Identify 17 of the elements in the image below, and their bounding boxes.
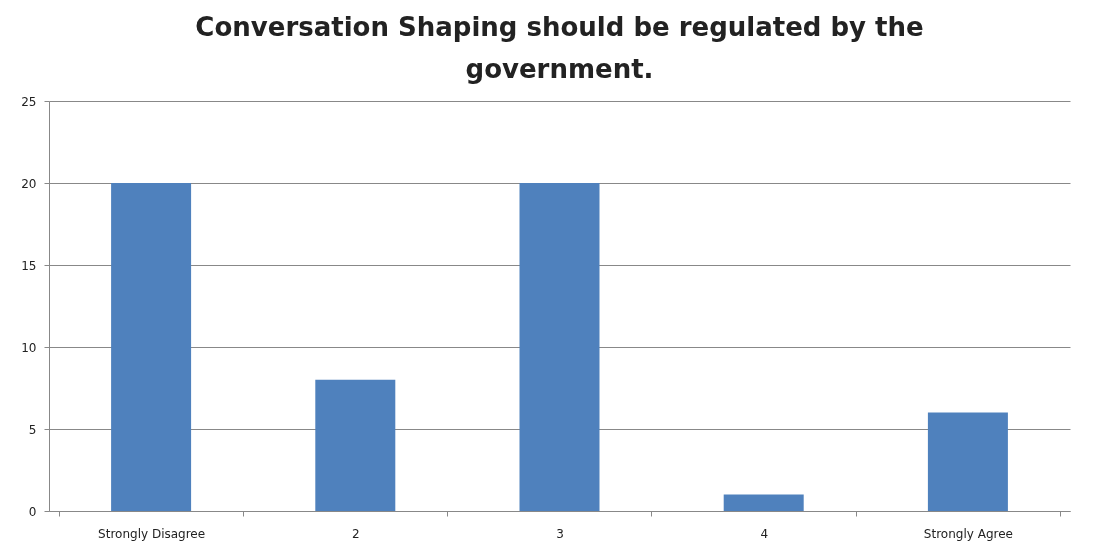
- x-tick-label: 4: [760, 526, 769, 541]
- bar: [111, 183, 192, 511]
- y-tick-label: 5: [28, 422, 37, 437]
- bar: [315, 379, 396, 511]
- y-tick-label: 20: [21, 176, 37, 191]
- x-tick-label: Strongly Disagree: [98, 526, 206, 541]
- x-tick-label: 2: [351, 526, 360, 541]
- y-tick-label: 15: [21, 258, 37, 273]
- y-tick-label: 10: [21, 340, 37, 355]
- x-tick-label: 3: [556, 526, 564, 541]
- bar: [519, 183, 600, 511]
- bar: [927, 412, 1008, 511]
- y-tick-label: 25: [21, 94, 37, 109]
- x-tick-label: Strongly Agree: [923, 526, 1013, 541]
- y-tick-label: 0: [28, 504, 37, 519]
- chart-title: Conversation Shaping should be regulated by the government.: [195, 12, 924, 84]
- bar: [723, 494, 804, 511]
